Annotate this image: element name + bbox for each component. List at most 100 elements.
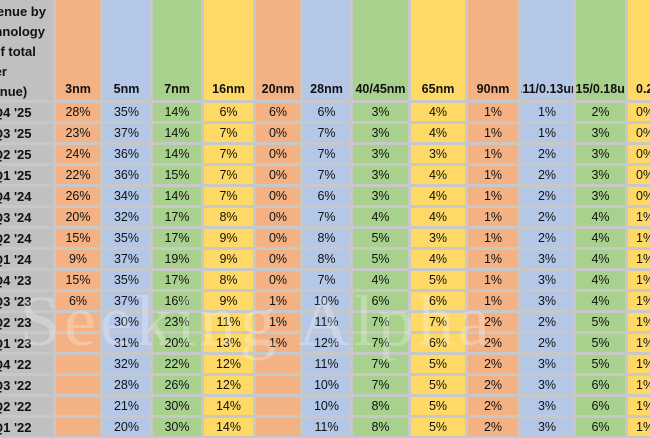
table-cell: 7% xyxy=(303,271,350,289)
row-label: Q4 '24 xyxy=(0,187,53,205)
table-cell: 8% xyxy=(204,208,253,226)
table-cell: 23% xyxy=(153,313,201,331)
table-cell: 13% xyxy=(204,334,253,352)
table-cell: 2% xyxy=(521,229,573,247)
table-cell: 9% xyxy=(204,229,253,247)
table-cell: 11% xyxy=(303,313,350,331)
table-cell: 15% xyxy=(56,229,100,247)
table-cell: 1% xyxy=(468,250,518,268)
table-cell: 2% xyxy=(468,355,518,373)
table-cell: 14% xyxy=(153,124,201,142)
table-cell: 3% xyxy=(521,376,573,394)
row-label: Q3 '23 xyxy=(0,292,53,310)
table-cell: 28% xyxy=(103,376,150,394)
table-cell: 37% xyxy=(103,292,150,310)
row-label-text: Q3 '24 xyxy=(0,209,32,225)
table-cell: 1% xyxy=(468,103,518,121)
table-cell: 7% xyxy=(411,313,465,331)
table-cell: 17% xyxy=(153,208,201,226)
table-cell: 31% xyxy=(103,334,150,352)
column-header: 20nm xyxy=(256,0,300,100)
table-cell: 37% xyxy=(103,250,150,268)
row-label-text: Q1 '24 xyxy=(0,251,32,267)
table-cell: 4% xyxy=(411,166,465,184)
table-cell: 0% xyxy=(628,103,650,121)
table-cell: 7% xyxy=(204,145,253,163)
table-cell: 15% xyxy=(56,271,100,289)
table-cell: 2% xyxy=(468,418,518,436)
row-label: Q2 '24 xyxy=(0,229,53,247)
table-cell: 3% xyxy=(411,229,465,247)
table-cell: 4% xyxy=(353,271,408,289)
row-label: Q2 '23 xyxy=(0,313,53,331)
column-header: 16nm xyxy=(204,0,253,100)
table-cell: 35% xyxy=(103,271,150,289)
table-cell: 10% xyxy=(303,397,350,415)
table-cell: 23% xyxy=(56,124,100,142)
column-header: 0.11/0.13um xyxy=(521,0,573,100)
table-cell: 3% xyxy=(353,187,408,205)
row-label-text: Q4 '24 xyxy=(0,188,32,204)
table-cell: 4% xyxy=(353,208,408,226)
table-cell: 9% xyxy=(204,292,253,310)
table-cell: 2% xyxy=(521,313,573,331)
row-label-text: Q1 '22 xyxy=(0,419,32,435)
table-cell: 1% xyxy=(256,313,300,331)
table-cell: 2% xyxy=(468,334,518,352)
table-cell: 5% xyxy=(411,355,465,373)
table-cell: 8% xyxy=(353,418,408,436)
table-cell: 5% xyxy=(411,271,465,289)
table-cell: 26% xyxy=(153,376,201,394)
table-cell: 3% xyxy=(576,187,625,205)
row-label-text: Q1 '25 xyxy=(0,167,32,183)
table-cell: 3% xyxy=(576,166,625,184)
table-cell: 4% xyxy=(411,124,465,142)
table-cell xyxy=(56,376,100,394)
row-label: Q1 '24 xyxy=(0,250,53,268)
table-cell: 8% xyxy=(353,397,408,415)
corner-header: Revenue by Technology (% of total wafer … xyxy=(0,0,53,100)
column-header: 0.25 xyxy=(628,0,650,100)
table-cell: 7% xyxy=(303,166,350,184)
table-cell xyxy=(256,376,300,394)
table-cell: 30% xyxy=(103,313,150,331)
table-cell: 0% xyxy=(256,166,300,184)
table-cell: 4% xyxy=(576,292,625,310)
row-label-text: Q2 '24 xyxy=(0,230,32,246)
column-header: 65nm xyxy=(411,0,465,100)
table-cell: 1% xyxy=(256,334,300,352)
table-cell: 3% xyxy=(521,292,573,310)
row-label: Q1 '25 xyxy=(0,166,53,184)
table-cell: 35% xyxy=(103,103,150,121)
table-cell: 2% xyxy=(468,397,518,415)
row-label: Q2 '22 xyxy=(0,397,53,415)
table-cell: 1% xyxy=(628,376,650,394)
table-cell: 1% xyxy=(468,166,518,184)
table-cell: 5% xyxy=(576,355,625,373)
table-cell: 11% xyxy=(303,418,350,436)
table-cell: 1% xyxy=(256,292,300,310)
table-cell: 34% xyxy=(103,187,150,205)
table-cell: 32% xyxy=(103,355,150,373)
table-cell: 0% xyxy=(256,145,300,163)
table-cell: 3% xyxy=(576,145,625,163)
table-cell: 14% xyxy=(204,397,253,415)
table-cell: 1% xyxy=(628,271,650,289)
table-cell: 1% xyxy=(628,208,650,226)
table-cell: 8% xyxy=(303,229,350,247)
table-cell: 0% xyxy=(256,271,300,289)
table-cell: 3% xyxy=(521,355,573,373)
table-cell: 6% xyxy=(56,292,100,310)
column-header: 5nm xyxy=(103,0,150,100)
table-cell: 0% xyxy=(256,187,300,205)
column-header: 7nm xyxy=(153,0,201,100)
table-cell: 9% xyxy=(56,250,100,268)
table-cell: 20% xyxy=(56,208,100,226)
table-cell: 6% xyxy=(303,103,350,121)
table-cell: 2% xyxy=(521,166,573,184)
table-cell: 2% xyxy=(521,187,573,205)
table-cell: 5% xyxy=(411,376,465,394)
table-cell: 1% xyxy=(521,124,573,142)
table-cell: 1% xyxy=(628,418,650,436)
